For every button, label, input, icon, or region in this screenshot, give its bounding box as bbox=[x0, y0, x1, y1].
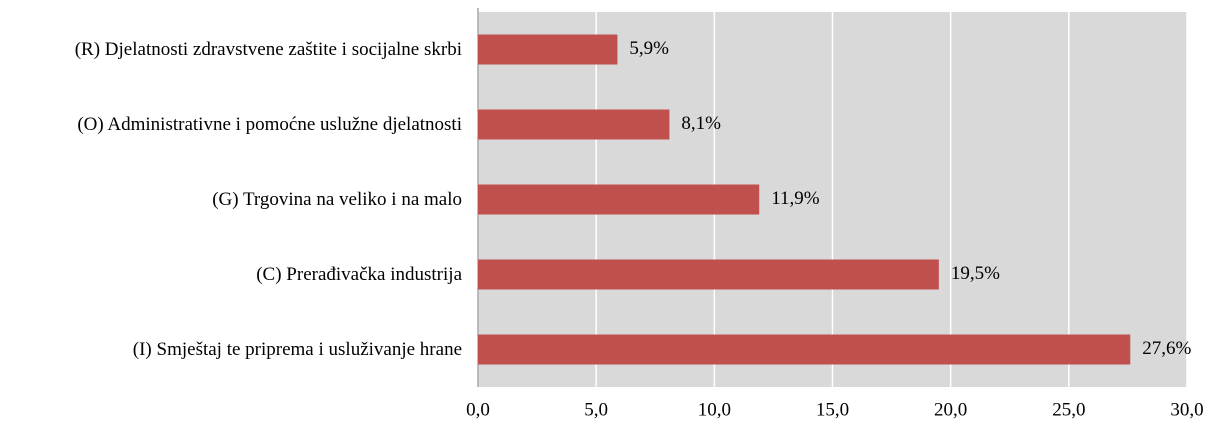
x-tick-label: 30,0 bbox=[1170, 399, 1203, 420]
value-label: 19,5% bbox=[951, 263, 1000, 284]
category-label-box: (I) Smještaj te priprema i usluživanje h… bbox=[0, 312, 462, 387]
value-label: 5,9% bbox=[629, 38, 669, 59]
category-label: (R) Djelatnosti zdravstvene zaštite i so… bbox=[74, 38, 462, 60]
x-tick-label: 20,0 bbox=[934, 399, 967, 420]
x-tick-label: 15,0 bbox=[816, 399, 849, 420]
category-label-box: (O) Administrativne i pomoćne uslužne dj… bbox=[0, 87, 462, 162]
bar bbox=[478, 334, 1131, 365]
x-tick-label: 25,0 bbox=[1052, 399, 1085, 420]
bar bbox=[478, 34, 618, 65]
bar bbox=[478, 259, 939, 290]
x-tick-label: 10,0 bbox=[698, 399, 731, 420]
category-label: (I) Smještaj te priprema i usluživanje h… bbox=[132, 338, 462, 360]
bar bbox=[478, 109, 670, 140]
category-label-box: (G) Trgovina na veliko i na malo bbox=[0, 162, 462, 237]
category-label-box: (R) Djelatnosti zdravstvene zaštite i so… bbox=[0, 12, 462, 87]
category-label: (G) Trgovina na veliko i na malo bbox=[212, 188, 462, 210]
x-tick-label: 5,0 bbox=[584, 399, 608, 420]
value-label: 11,9% bbox=[771, 188, 820, 209]
x-tick-label: 0,0 bbox=[466, 399, 490, 420]
value-label: 27,6% bbox=[1142, 338, 1191, 359]
category-label-box: (C) Prerađivačka industrija bbox=[0, 237, 462, 312]
bar bbox=[478, 184, 760, 215]
value-label: 8,1% bbox=[681, 113, 721, 134]
category-label: (C) Prerađivačka industrija bbox=[256, 263, 462, 285]
category-label: (O) Administrativne i pomoćne uslužne dj… bbox=[77, 113, 462, 135]
